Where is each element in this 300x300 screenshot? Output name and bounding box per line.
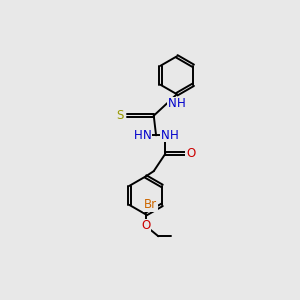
Text: Br: Br: [144, 198, 157, 212]
Text: N: N: [142, 129, 151, 142]
Text: H: H: [134, 129, 142, 142]
Text: H: H: [170, 129, 178, 142]
Text: O: O: [141, 219, 150, 232]
Text: N: N: [161, 129, 170, 142]
Text: O: O: [186, 147, 195, 160]
Text: H: H: [177, 97, 185, 110]
Text: N: N: [168, 97, 177, 110]
Text: S: S: [117, 109, 124, 122]
